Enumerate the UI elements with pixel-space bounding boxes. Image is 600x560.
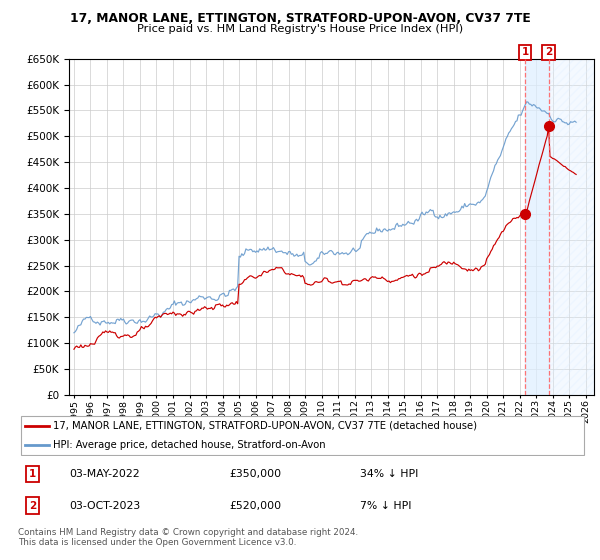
Bar (525, 59, 548, 395)
Text: 17, MANOR LANE, ETTINGTON, STRATFORD-UPON-AVON, CV37 7TE: 17, MANOR LANE, ETTINGTON, STRATFORD-UPO… (70, 12, 530, 25)
Bar (548, 59, 594, 395)
Text: £520,000: £520,000 (229, 501, 281, 511)
Text: 34% ↓ HPI: 34% ↓ HPI (360, 469, 418, 479)
Text: Contains HM Land Registry data © Crown copyright and database right 2024.
This d: Contains HM Land Registry data © Crown c… (18, 528, 358, 547)
Text: 2: 2 (29, 501, 36, 511)
Text: 03-OCT-2023: 03-OCT-2023 (70, 501, 140, 511)
FancyBboxPatch shape (21, 416, 584, 455)
Text: 7% ↓ HPI: 7% ↓ HPI (360, 501, 412, 511)
Text: 03-MAY-2022: 03-MAY-2022 (70, 469, 140, 479)
Text: HPI: Average price, detached house, Stratford-on-Avon: HPI: Average price, detached house, Stra… (53, 440, 326, 450)
Text: 1: 1 (521, 47, 529, 57)
Text: £350,000: £350,000 (229, 469, 281, 479)
Text: Price paid vs. HM Land Registry's House Price Index (HPI): Price paid vs. HM Land Registry's House … (137, 24, 463, 34)
Text: 17, MANOR LANE, ETTINGTON, STRATFORD-UPON-AVON, CV37 7TE (detached house): 17, MANOR LANE, ETTINGTON, STRATFORD-UPO… (53, 421, 478, 431)
Text: 1: 1 (29, 469, 36, 479)
Text: 2: 2 (545, 47, 552, 57)
